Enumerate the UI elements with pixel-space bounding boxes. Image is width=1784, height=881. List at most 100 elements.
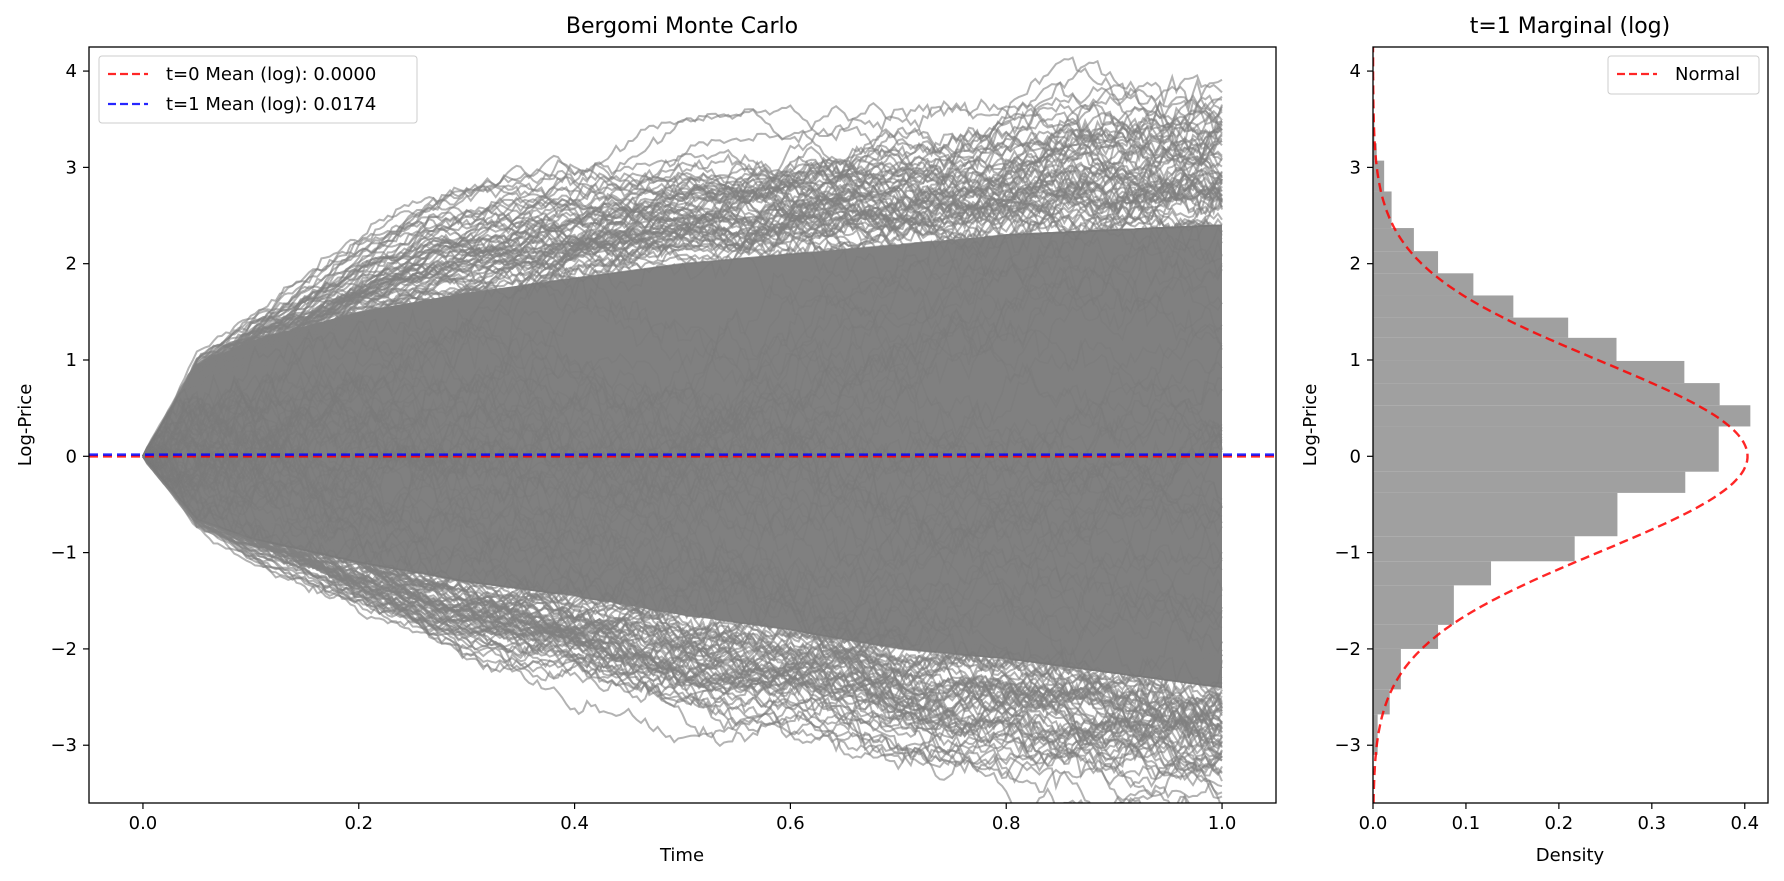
simulated-path <box>142 455 1223 695</box>
x-tick-label: 0.4 <box>1730 813 1759 834</box>
y-tick-label: 4 <box>1350 61 1361 82</box>
y-tick-label: −3 <box>50 735 77 756</box>
histogram-bar <box>1373 561 1492 586</box>
simulated-path <box>142 446 1223 657</box>
histogram-bar <box>1373 714 1378 755</box>
simulated-path <box>142 455 1223 738</box>
simulated-path <box>142 455 1223 634</box>
x-tick-label: 0.2 <box>1545 813 1574 834</box>
simulated-path <box>142 455 1223 749</box>
y-tick-label: −1 <box>1334 543 1361 564</box>
y-tick-label: 0 <box>1350 446 1361 467</box>
main-legend: t=0 Mean (log): 0.0000 t=1 Mean (log): 0… <box>98 55 418 124</box>
histogram-bar <box>1373 585 1454 625</box>
x-tick-label: 0.1 <box>1452 813 1481 834</box>
histogram-bar <box>1373 383 1720 406</box>
histogram-title: t=1 Marginal (log) <box>1470 14 1670 39</box>
simulated-path <box>142 116 1223 457</box>
y-tick-label: 3 <box>66 157 77 178</box>
histogram-bar <box>1373 143 1377 161</box>
histogram-bar <box>1373 689 1390 715</box>
simulated-path <box>142 291 1223 504</box>
simulated-path <box>142 158 1223 457</box>
histogram-bar <box>1373 295 1514 318</box>
main-y-axis-label: Log-Price <box>15 384 36 467</box>
main-x-axis-label: Time <box>659 845 704 866</box>
y-tick-label: 1 <box>66 350 77 371</box>
normal-pdf-curve <box>1373 47 1749 803</box>
histogram-plot-frame <box>1372 46 1769 804</box>
histogram-bar <box>1373 405 1751 427</box>
main-x-ticks: 0.0 0.2 0.4 0.6 0.8 1.0 <box>129 803 1237 834</box>
histogram-x-axis-label: Density <box>1536 845 1605 866</box>
simulated-path <box>142 310 1223 488</box>
simulated-path <box>142 356 1223 501</box>
x-tick-label: 1.0 <box>1208 813 1237 834</box>
main-chart-title: Bergomi Monte Carlo <box>566 14 798 39</box>
simulated-path <box>142 224 1223 457</box>
simulated-path <box>142 176 1223 457</box>
main-legend-box <box>98 55 418 124</box>
y-tick-label: 4 <box>66 61 77 82</box>
histogram-y-ticks: −3 −2 −1 0 1 2 3 4 <box>1334 61 1373 756</box>
simulated-path <box>142 426 1223 689</box>
simulated-path <box>142 424 1223 615</box>
histogram-bar <box>1373 648 1401 690</box>
simulated-path <box>142 276 1223 462</box>
simulated-path <box>142 238 1223 488</box>
y-tick-label: −1 <box>50 543 77 564</box>
histogram-bar <box>1373 251 1439 274</box>
mean-lines <box>89 453 1276 458</box>
histogram-bar <box>1373 360 1685 384</box>
histogram-bar <box>1373 273 1474 296</box>
monte-carlo-panel: 0.0 0.2 0.4 0.6 0.8 1.0 −3 −2 −1 0 1 2 3 4 Bergomi M… <box>15 14 1277 866</box>
histogram-bar <box>1373 624 1439 649</box>
marginal-histogram-panel: 0.0 0.1 0.2 0.3 0.4 −3 −2 −1 0 1 2 3 4 t=1 Marginal… <box>1300 14 1769 866</box>
simulated-path <box>142 182 1223 457</box>
legend-label-normal: Normal <box>1675 64 1740 85</box>
x-tick-label: 0.3 <box>1638 813 1667 834</box>
main-plot-frame <box>88 46 1277 804</box>
histogram-legend-box <box>1607 55 1760 95</box>
histogram-bar <box>1373 317 1569 338</box>
simulated-path <box>142 421 1223 654</box>
x-tick-label: 0.0 <box>129 813 158 834</box>
simulated-path <box>142 122 1223 457</box>
simulated-path <box>142 439 1223 548</box>
simulated-path <box>142 323 1223 521</box>
simulated-path <box>142 405 1223 626</box>
simulated-path <box>142 455 1223 777</box>
simulated-path <box>142 398 1223 585</box>
simulated-path <box>142 455 1223 772</box>
x-tick-label: 0.0 <box>1359 813 1388 834</box>
simulated-path <box>142 365 1223 546</box>
simulated-path <box>142 313 1223 511</box>
y-tick-label: 0 <box>66 446 77 467</box>
histogram-bar <box>1373 492 1618 537</box>
histogram-bar <box>1373 228 1414 252</box>
y-tick-label: 2 <box>1350 254 1361 275</box>
histogram-legend: Normal <box>1607 55 1760 95</box>
x-tick-label: 0.4 <box>560 813 589 834</box>
simulated-path <box>142 455 1223 657</box>
simulated-path <box>142 85 1223 457</box>
simulated-path <box>142 308 1223 499</box>
simulated-path <box>142 455 1223 687</box>
simulated-path <box>142 224 1223 463</box>
histogram-bar <box>1373 337 1617 361</box>
main-y-ticks: −3 −2 −1 0 1 2 3 4 <box>50 61 89 756</box>
histogram-bars <box>1373 114 1751 755</box>
histogram-bar <box>1373 191 1392 229</box>
y-tick-label: −3 <box>1334 735 1361 756</box>
simulated-path <box>142 146 1223 457</box>
simulated-path <box>142 455 1190 803</box>
simulated-path <box>142 224 1223 474</box>
x-tick-label: 0.6 <box>776 813 805 834</box>
legend-label-t1-mean: t=1 Mean (log): 0.0174 <box>166 94 376 115</box>
histogram-y-axis-label: Log-Price <box>1300 384 1321 467</box>
simulated-path <box>142 455 1222 803</box>
simulated-path <box>142 424 1223 645</box>
histogram-bar <box>1373 426 1719 472</box>
simulated-path <box>142 455 1223 766</box>
